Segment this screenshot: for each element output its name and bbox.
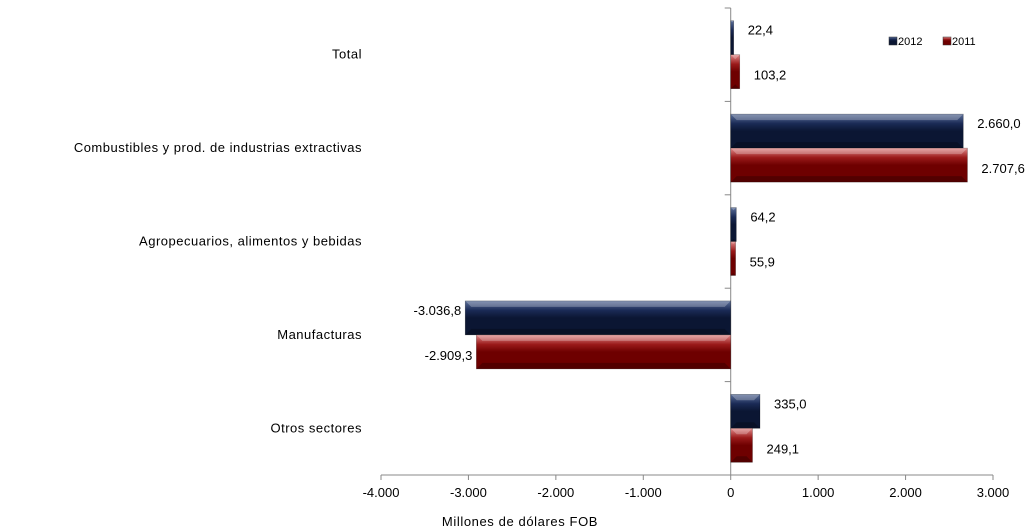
bar-rect [730, 207, 737, 242]
bar-rect [730, 394, 761, 429]
bar-2011 [730, 54, 741, 90]
bar-bevel [730, 142, 964, 149]
bar-bevel [730, 148, 968, 155]
x-tick-label: 3.000 [977, 485, 1010, 500]
bar-rect [730, 148, 968, 183]
bar-bevel [465, 300, 731, 307]
legend-swatch [942, 36, 952, 46]
bar-bevel [476, 334, 731, 341]
category-label: Combustibles y prod. de industrias extra… [74, 140, 362, 155]
category-label: Otros sectores [270, 420, 362, 435]
bar-bevel [730, 84, 740, 89]
bar-bevel [730, 428, 753, 435]
bar-outline [730, 147, 968, 183]
bar-rect [730, 114, 964, 149]
bar-bevel [730, 20, 734, 23]
data-label: 249,1 [766, 441, 799, 456]
data-label: 64,2 [750, 210, 775, 225]
bar-bevel [730, 176, 968, 183]
bar-bevel [730, 241, 736, 244]
bar-2012 [730, 20, 735, 56]
bar-bevel [730, 422, 761, 429]
x-axis-label: Millones de dólares FOB [442, 514, 598, 529]
bar-outline [730, 427, 753, 463]
x-tick-label: 1.000 [802, 485, 835, 500]
bar-2012 [730, 113, 964, 149]
data-label: 335,0 [774, 396, 807, 411]
bar-rect [730, 54, 740, 89]
bar-bevel [476, 362, 731, 369]
legend-label: 2011 [952, 36, 976, 48]
bar-bevel [730, 238, 737, 242]
bar-2011 [730, 147, 968, 183]
bar-rect [465, 300, 731, 335]
bar-2012 [730, 207, 737, 242]
bar-rect [730, 428, 753, 463]
legend: 2012 2011 [888, 36, 976, 48]
bar-2011 [730, 241, 736, 276]
data-label: -3.036,8 [414, 303, 462, 318]
data-label: 103,2 [754, 68, 787, 83]
bar-bevel [730, 273, 736, 276]
data-label: 2.660,0 [977, 116, 1020, 131]
bar-2011 [730, 427, 753, 463]
category-label: Agropecuarios, alimentos y bebidas [139, 234, 362, 249]
bar-bevel [465, 328, 731, 335]
legend-swatch [888, 36, 898, 46]
bar-outline [730, 241, 736, 276]
bar-2012 [730, 393, 761, 429]
bar-bevel [730, 54, 740, 60]
bar-rect [730, 20, 734, 55]
data-label: 22,4 [748, 23, 773, 38]
bar-rect [730, 241, 736, 276]
data-label: 2.707,6 [981, 161, 1024, 176]
axes [380, 7, 994, 480]
category-label: Manufacturas [277, 327, 362, 342]
data-label: 55,9 [750, 255, 775, 270]
bar-2012 [464, 300, 732, 336]
bar-bevel [730, 394, 761, 401]
data-label: -2.909,3 [425, 348, 473, 363]
x-tick-label: -1.000 [625, 485, 662, 500]
bar-rect [476, 334, 731, 369]
category-label: Total [332, 47, 362, 62]
bar-bevel [730, 114, 964, 121]
x-tick-label: -3.000 [450, 485, 487, 500]
x-tick-label: 2.000 [889, 485, 922, 500]
x-tick-labels: -4.000 -3.000 -2.000 -1.000 0 1.000 2.000 3.000 [363, 485, 1010, 500]
legend-label: 2012 [898, 36, 922, 48]
data-labels: 22,4 103,2 2.660,0 2.707,6 64,2 55,9 -3.036,8 -… [414, 23, 1025, 457]
bar-outline [476, 334, 732, 370]
x-tick-label: 0 [727, 485, 734, 500]
bar-2011 [476, 334, 732, 370]
bar-bevel [730, 207, 737, 211]
category-labels: Total Combustibles y prod. de industrias … [74, 47, 362, 436]
x-tick-label: -4.000 [363, 485, 400, 500]
bar-bevel [730, 456, 753, 463]
x-tick-label: -2.000 [537, 485, 574, 500]
bar-bevel [730, 53, 734, 55]
bars [464, 20, 968, 463]
bar-outline [730, 54, 741, 90]
